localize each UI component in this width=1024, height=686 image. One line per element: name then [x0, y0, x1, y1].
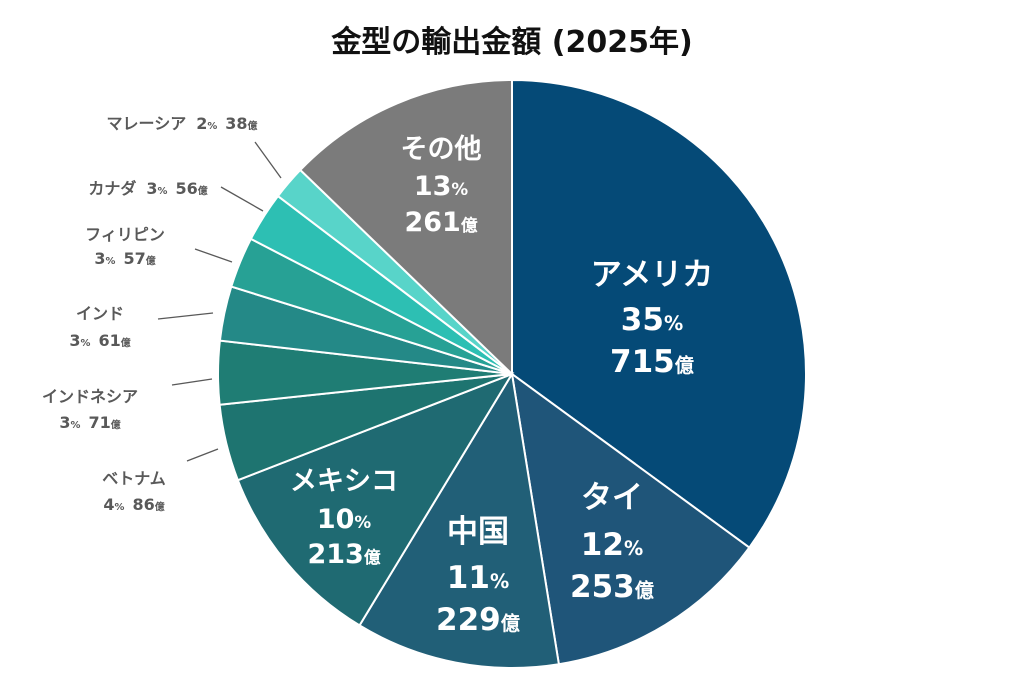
label-thailand: タイ 12% 253億 [570, 480, 655, 605]
label-detail: 4% 86億 [103, 495, 164, 514]
pie-slice-2 [358, 371, 561, 669]
leader-line [254, 141, 282, 179]
label-detail: 3% 61億 [69, 331, 130, 350]
label-name: アメリカ [591, 257, 713, 293]
label-text: マレーシア 2% 38億 [107, 114, 258, 133]
chart-title: 金型の輸出金額 (2025年) [330, 25, 692, 60]
leader-line [194, 248, 233, 263]
label-indonesia: インドネシア 3% 71億 [42, 378, 213, 432]
leader-line [157, 312, 214, 320]
label-name: その他 [401, 134, 482, 165]
label-name: メキシコ [290, 466, 398, 497]
label-percent: 12% [581, 527, 643, 563]
pie-slice-10 [298, 78, 513, 377]
label-value: 213億 [307, 539, 380, 570]
label-malaysia: マレーシア 2% 38億 [107, 114, 282, 179]
leader-line [186, 448, 219, 462]
label-text: カナダ 3% 56億 [88, 179, 207, 198]
label-percent: 13% [414, 171, 469, 202]
label-name: インドネシア [42, 387, 138, 406]
leader-line [171, 378, 213, 386]
label-india: インド 3% 61億 [69, 304, 214, 350]
label-vietnam: ベトナム 4% 86億 [102, 448, 219, 514]
label-percent: 35% [621, 302, 683, 338]
label-detail: 3% 57億 [94, 249, 155, 268]
label-mexico: メキシコ 10% 213億 [290, 466, 398, 570]
label-other: その他 13% 261億 [401, 134, 482, 238]
label-philippines: フィリピン 3% 57億 [85, 225, 233, 268]
label-name: インド [76, 304, 124, 323]
label-value: 253億 [570, 569, 655, 605]
pie-slice-1 [510, 371, 751, 666]
label-value: 229億 [436, 602, 521, 638]
label-name: フィリピン [85, 225, 165, 244]
label-name: ベトナム [102, 469, 166, 488]
label-name: 中国 [447, 514, 509, 550]
label-usa: アメリカ 35% 715億 [591, 257, 713, 380]
label-detail: 3% 71億 [59, 413, 120, 432]
label-china: 中国 11% 229億 [436, 514, 521, 638]
pie-slice-3 [236, 372, 515, 627]
label-canada: カナダ 3% 56億 [88, 179, 264, 212]
label-value: 715億 [610, 344, 695, 380]
label-percent: 10% [317, 504, 372, 535]
label-name: タイ [581, 480, 643, 516]
pie-slice-0 [511, 78, 807, 549]
slices [217, 78, 807, 669]
label-percent: 11% [447, 560, 509, 596]
leader-line [220, 186, 264, 212]
label-value: 261億 [404, 207, 477, 238]
